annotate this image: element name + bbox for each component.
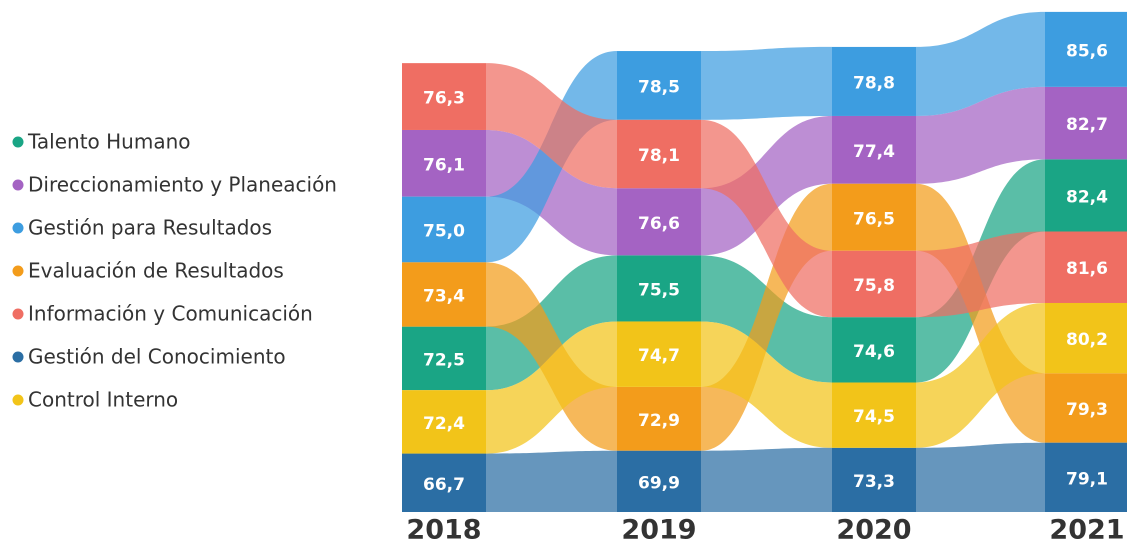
value-label: 81,6	[1066, 259, 1108, 279]
block	[402, 63, 486, 130]
value-label: 79,3	[1066, 400, 1108, 420]
value-label: 82,7	[1066, 115, 1108, 135]
x-tick-label: 2019	[621, 515, 696, 545]
ribbon	[486, 450, 617, 512]
value-label: 72,4	[423, 414, 465, 434]
block	[1045, 373, 1127, 443]
value-label: 73,3	[853, 472, 895, 492]
legend-label: Direccionamiento y Planeación	[28, 173, 337, 197]
value-label: 72,9	[638, 411, 680, 431]
value-label: 72,5	[423, 350, 465, 370]
legend-dot	[12, 222, 24, 234]
value-label: 77,4	[853, 142, 895, 162]
value-label: 66,7	[423, 475, 465, 495]
value-label: 75,0	[423, 221, 465, 241]
legend-label: Talento Humano	[27, 130, 191, 154]
x-tick-label: 2021	[1049, 515, 1124, 545]
block	[402, 453, 486, 512]
block	[617, 450, 701, 512]
legend-label: Gestión del Conocimiento	[28, 345, 286, 369]
legend-label: Control Interno	[28, 388, 178, 412]
value-label: 79,1	[1066, 469, 1108, 489]
legend-dot	[12, 351, 24, 363]
legend-label: Evaluación de Resultados	[28, 259, 284, 283]
block	[1045, 159, 1127, 232]
legend-dot	[12, 136, 24, 148]
block	[832, 183, 916, 251]
value-label: 69,9	[638, 473, 680, 493]
block	[1045, 442, 1127, 512]
legend-dot	[12, 265, 24, 277]
block	[617, 188, 701, 256]
block	[617, 51, 701, 120]
blocks	[402, 11, 1127, 512]
value-label: 74,5	[853, 407, 895, 427]
value-label: 73,4	[423, 286, 465, 306]
value-label: 76,3	[423, 89, 465, 109]
value-label: 75,5	[638, 280, 680, 300]
ribbon	[701, 447, 832, 512]
block	[832, 46, 916, 116]
value-label: 76,1	[423, 155, 465, 175]
ribbon	[701, 321, 832, 448]
block	[832, 447, 916, 512]
ribbon	[486, 255, 617, 391]
x-tick-label: 2020	[836, 515, 911, 545]
value-label: 78,1	[638, 146, 680, 166]
ribbons	[486, 11, 1045, 512]
ribbon	[486, 129, 617, 256]
block	[617, 321, 701, 387]
ribbon	[701, 46, 832, 120]
ribbon	[916, 302, 1045, 448]
block	[832, 317, 916, 383]
ribbon	[916, 442, 1045, 512]
block	[402, 196, 486, 263]
block	[1045, 86, 1127, 160]
value-label: 78,8	[853, 73, 895, 93]
value-label: 74,7	[638, 346, 680, 366]
value-label: 76,6	[638, 214, 680, 234]
ribbon	[916, 11, 1045, 116]
block	[402, 326, 486, 391]
value-label: 74,6	[853, 342, 895, 362]
legend-label: Información y Comunicación	[28, 302, 313, 326]
block	[617, 386, 701, 451]
ribbon	[486, 321, 617, 454]
value-label: 80,2	[1066, 330, 1108, 350]
legend-dot	[12, 394, 24, 406]
block	[832, 250, 916, 318]
value-label: 75,8	[853, 276, 895, 296]
ribbon	[916, 231, 1045, 318]
block	[832, 115, 916, 184]
block	[1045, 231, 1127, 303]
value-label: 76,5	[853, 209, 895, 229]
legend-label: Gestión para Resultados	[28, 216, 272, 240]
legend-dot	[12, 179, 24, 191]
ribbon	[701, 119, 832, 318]
value-label: 82,4	[1066, 187, 1108, 207]
block	[617, 255, 701, 322]
block	[617, 119, 701, 189]
ribbon	[486, 63, 617, 189]
block	[402, 262, 486, 327]
block	[832, 382, 916, 448]
ribbon	[916, 86, 1045, 184]
block	[402, 390, 486, 454]
x-tick-label: 2018	[406, 515, 481, 545]
value-label: 85,6	[1066, 41, 1108, 61]
block	[402, 129, 486, 197]
block	[1045, 11, 1127, 87]
value-label: 78,5	[638, 77, 680, 97]
legend-dot	[12, 308, 24, 320]
block	[1045, 302, 1127, 374]
